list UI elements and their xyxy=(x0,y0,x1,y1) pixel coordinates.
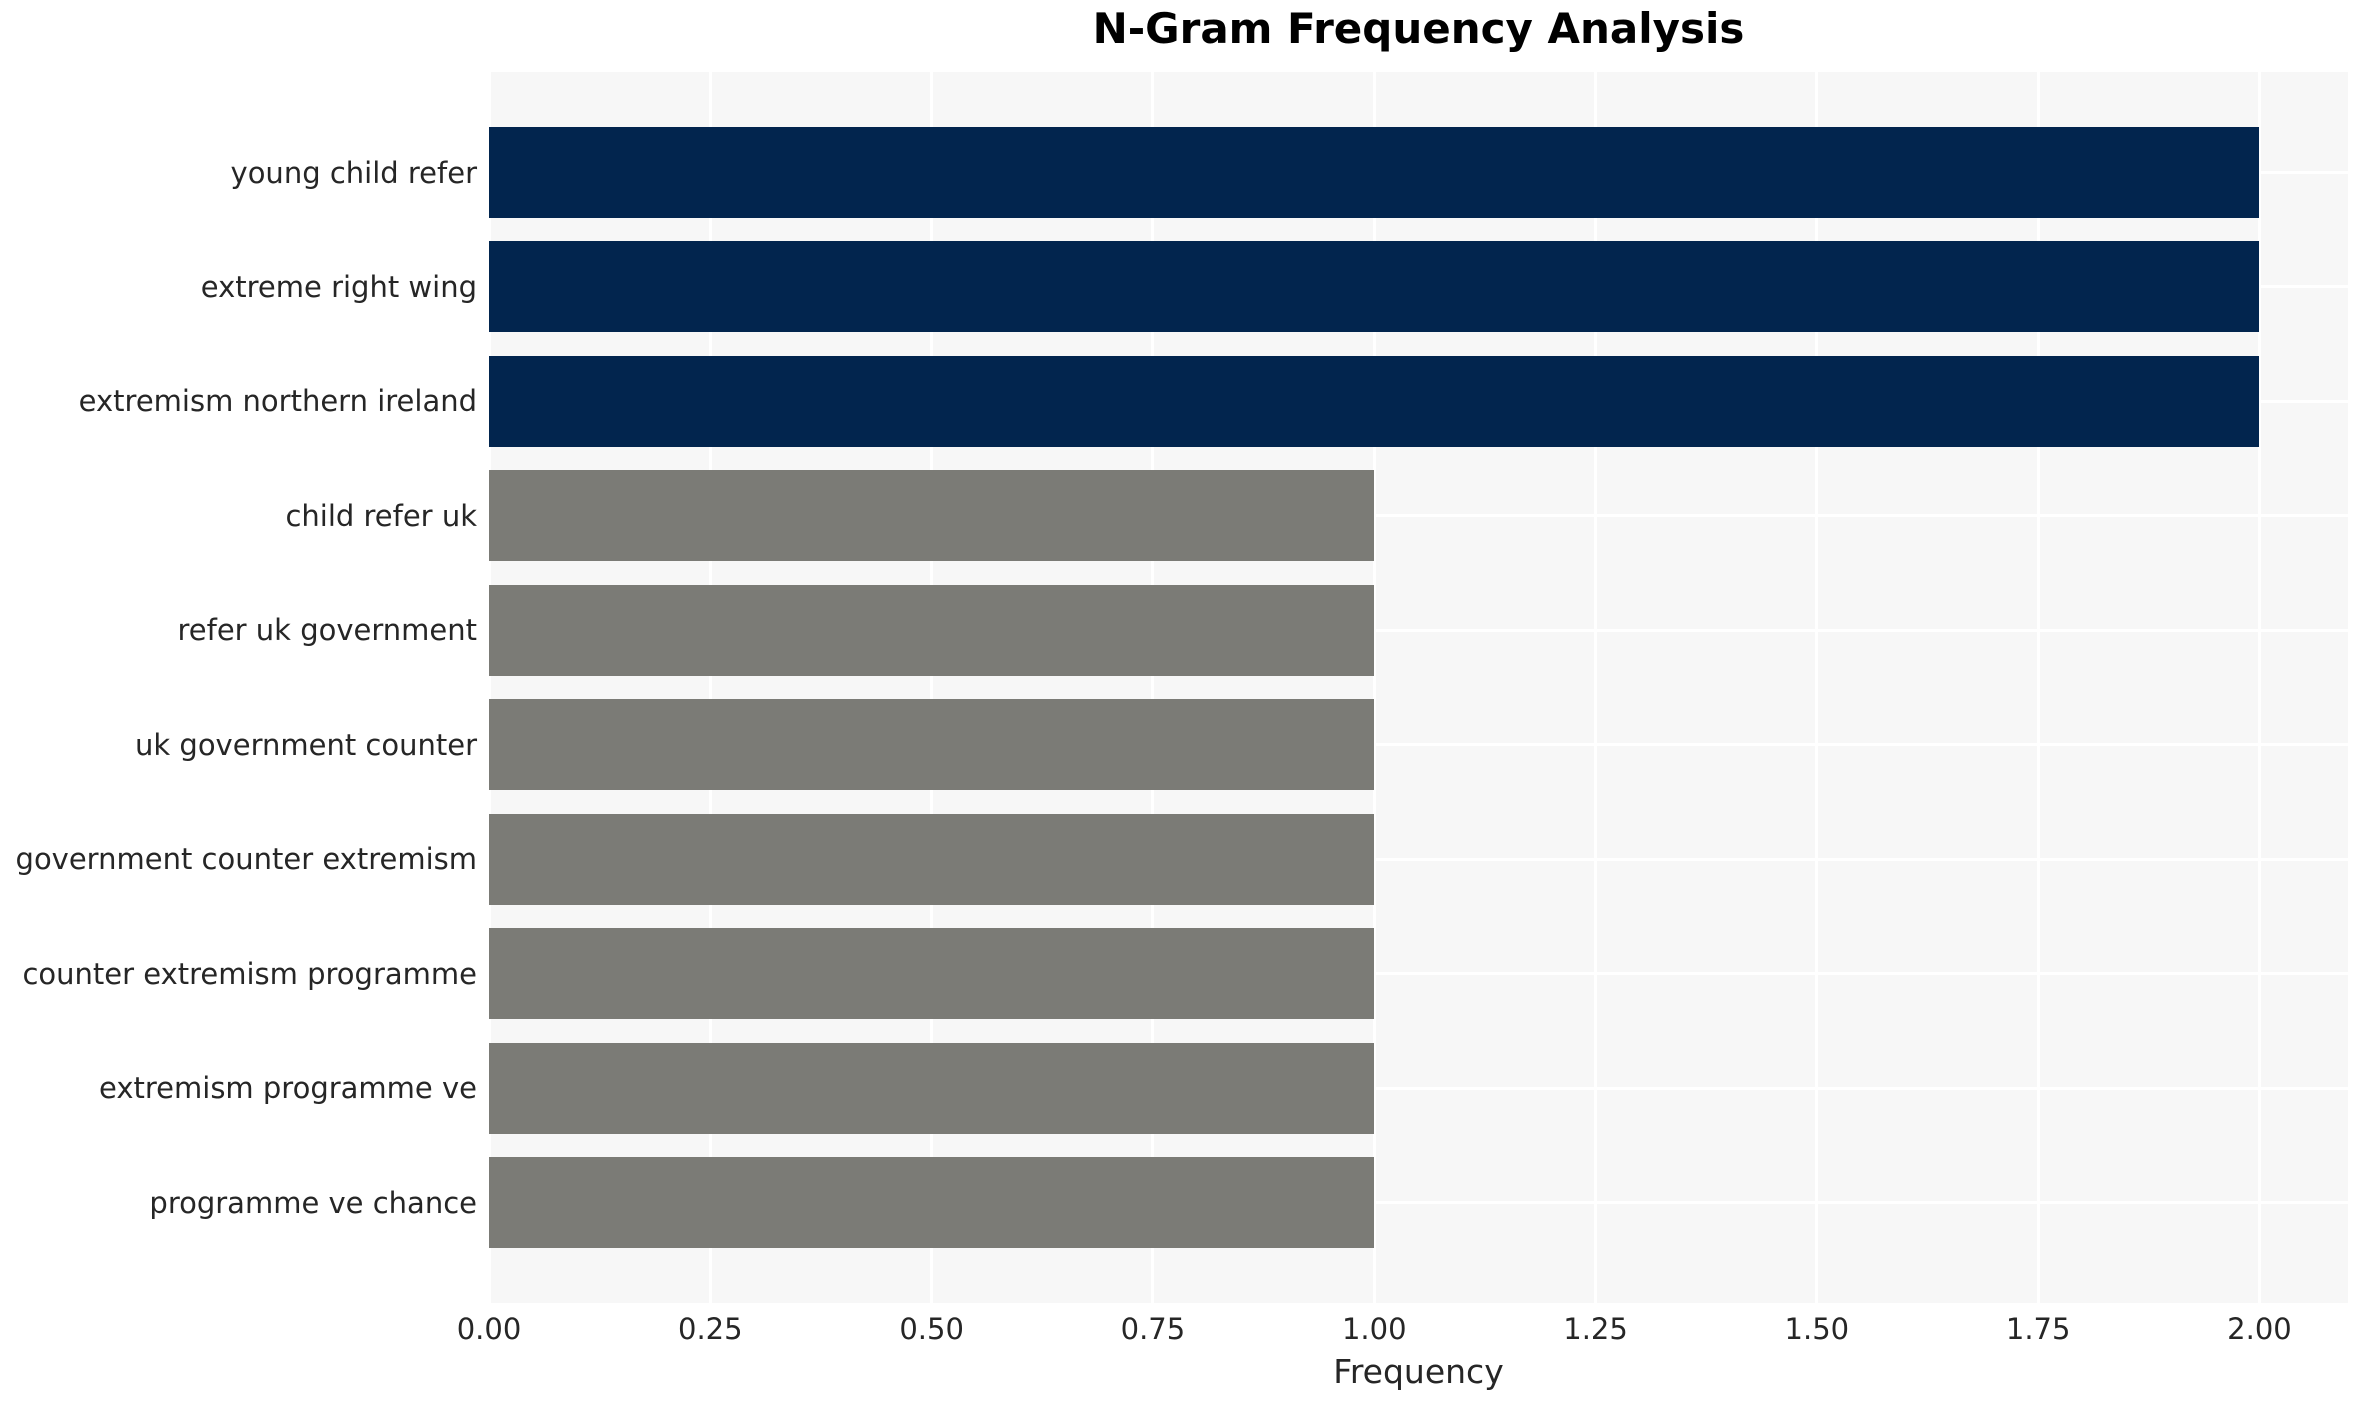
bar xyxy=(489,127,2260,218)
y-tick-label: uk government counter xyxy=(135,727,477,762)
x-axis-label: Frequency xyxy=(1333,1352,1504,1391)
bar xyxy=(489,1157,1375,1248)
x-tick-label: 1.00 xyxy=(1341,1312,1407,1346)
y-gridline xyxy=(489,972,2348,976)
y-tick-label: refer uk government xyxy=(177,613,477,648)
x-tick-label: 0.00 xyxy=(456,1312,522,1346)
bar xyxy=(489,699,1375,791)
x-gridline xyxy=(708,72,712,1303)
y-tick-label: programme ve chance xyxy=(149,1185,477,1220)
x-tick-label: 1.75 xyxy=(2005,1312,2071,1346)
x-gridline xyxy=(487,72,491,1303)
x-tick-label: 0.25 xyxy=(678,1312,743,1346)
bar xyxy=(489,584,1375,676)
y-tick-label: young child refer xyxy=(230,155,477,190)
chart-title: N-Gram Frequency Analysis xyxy=(1092,4,1745,53)
x-tick-label: 0.50 xyxy=(899,1312,964,1346)
y-gridline xyxy=(489,514,2348,518)
x-gridline xyxy=(1151,72,1155,1303)
bar xyxy=(489,1042,1375,1134)
x-gridline xyxy=(2036,72,2040,1303)
y-tick-label: extremism programme ve xyxy=(99,1071,477,1106)
y-tick-label: extremism northern ireland xyxy=(78,384,477,419)
x-gridline xyxy=(1815,72,1819,1303)
y-gridline xyxy=(489,857,2348,861)
x-tick-label: 2.00 xyxy=(2227,1312,2292,1346)
x-gridline xyxy=(930,72,934,1303)
x-gridline xyxy=(1594,72,1598,1303)
y-tick-label: government counter extremism xyxy=(15,842,477,877)
x-gridline xyxy=(2257,72,2261,1303)
bar xyxy=(489,928,1375,1020)
y-gridline xyxy=(489,628,2348,632)
bar xyxy=(489,813,1375,905)
plot-area xyxy=(487,72,2348,1303)
x-tick-label: 1.50 xyxy=(1784,1312,1850,1346)
y-tick-label: extreme right wing xyxy=(200,269,477,304)
x-tick-label: 0.75 xyxy=(1120,1312,1186,1346)
x-tick-label: 1.25 xyxy=(1563,1312,1628,1346)
y-gridline xyxy=(489,1201,2348,1204)
x-gridline xyxy=(1372,72,1376,1303)
bar xyxy=(489,241,2260,333)
bar xyxy=(489,470,1375,562)
y-gridline xyxy=(489,1086,2348,1090)
y-tick-label: counter extremism programme xyxy=(22,956,477,991)
y-gridline xyxy=(489,743,2348,747)
y-tick-label: child refer uk xyxy=(285,498,477,533)
bar xyxy=(489,355,2260,447)
